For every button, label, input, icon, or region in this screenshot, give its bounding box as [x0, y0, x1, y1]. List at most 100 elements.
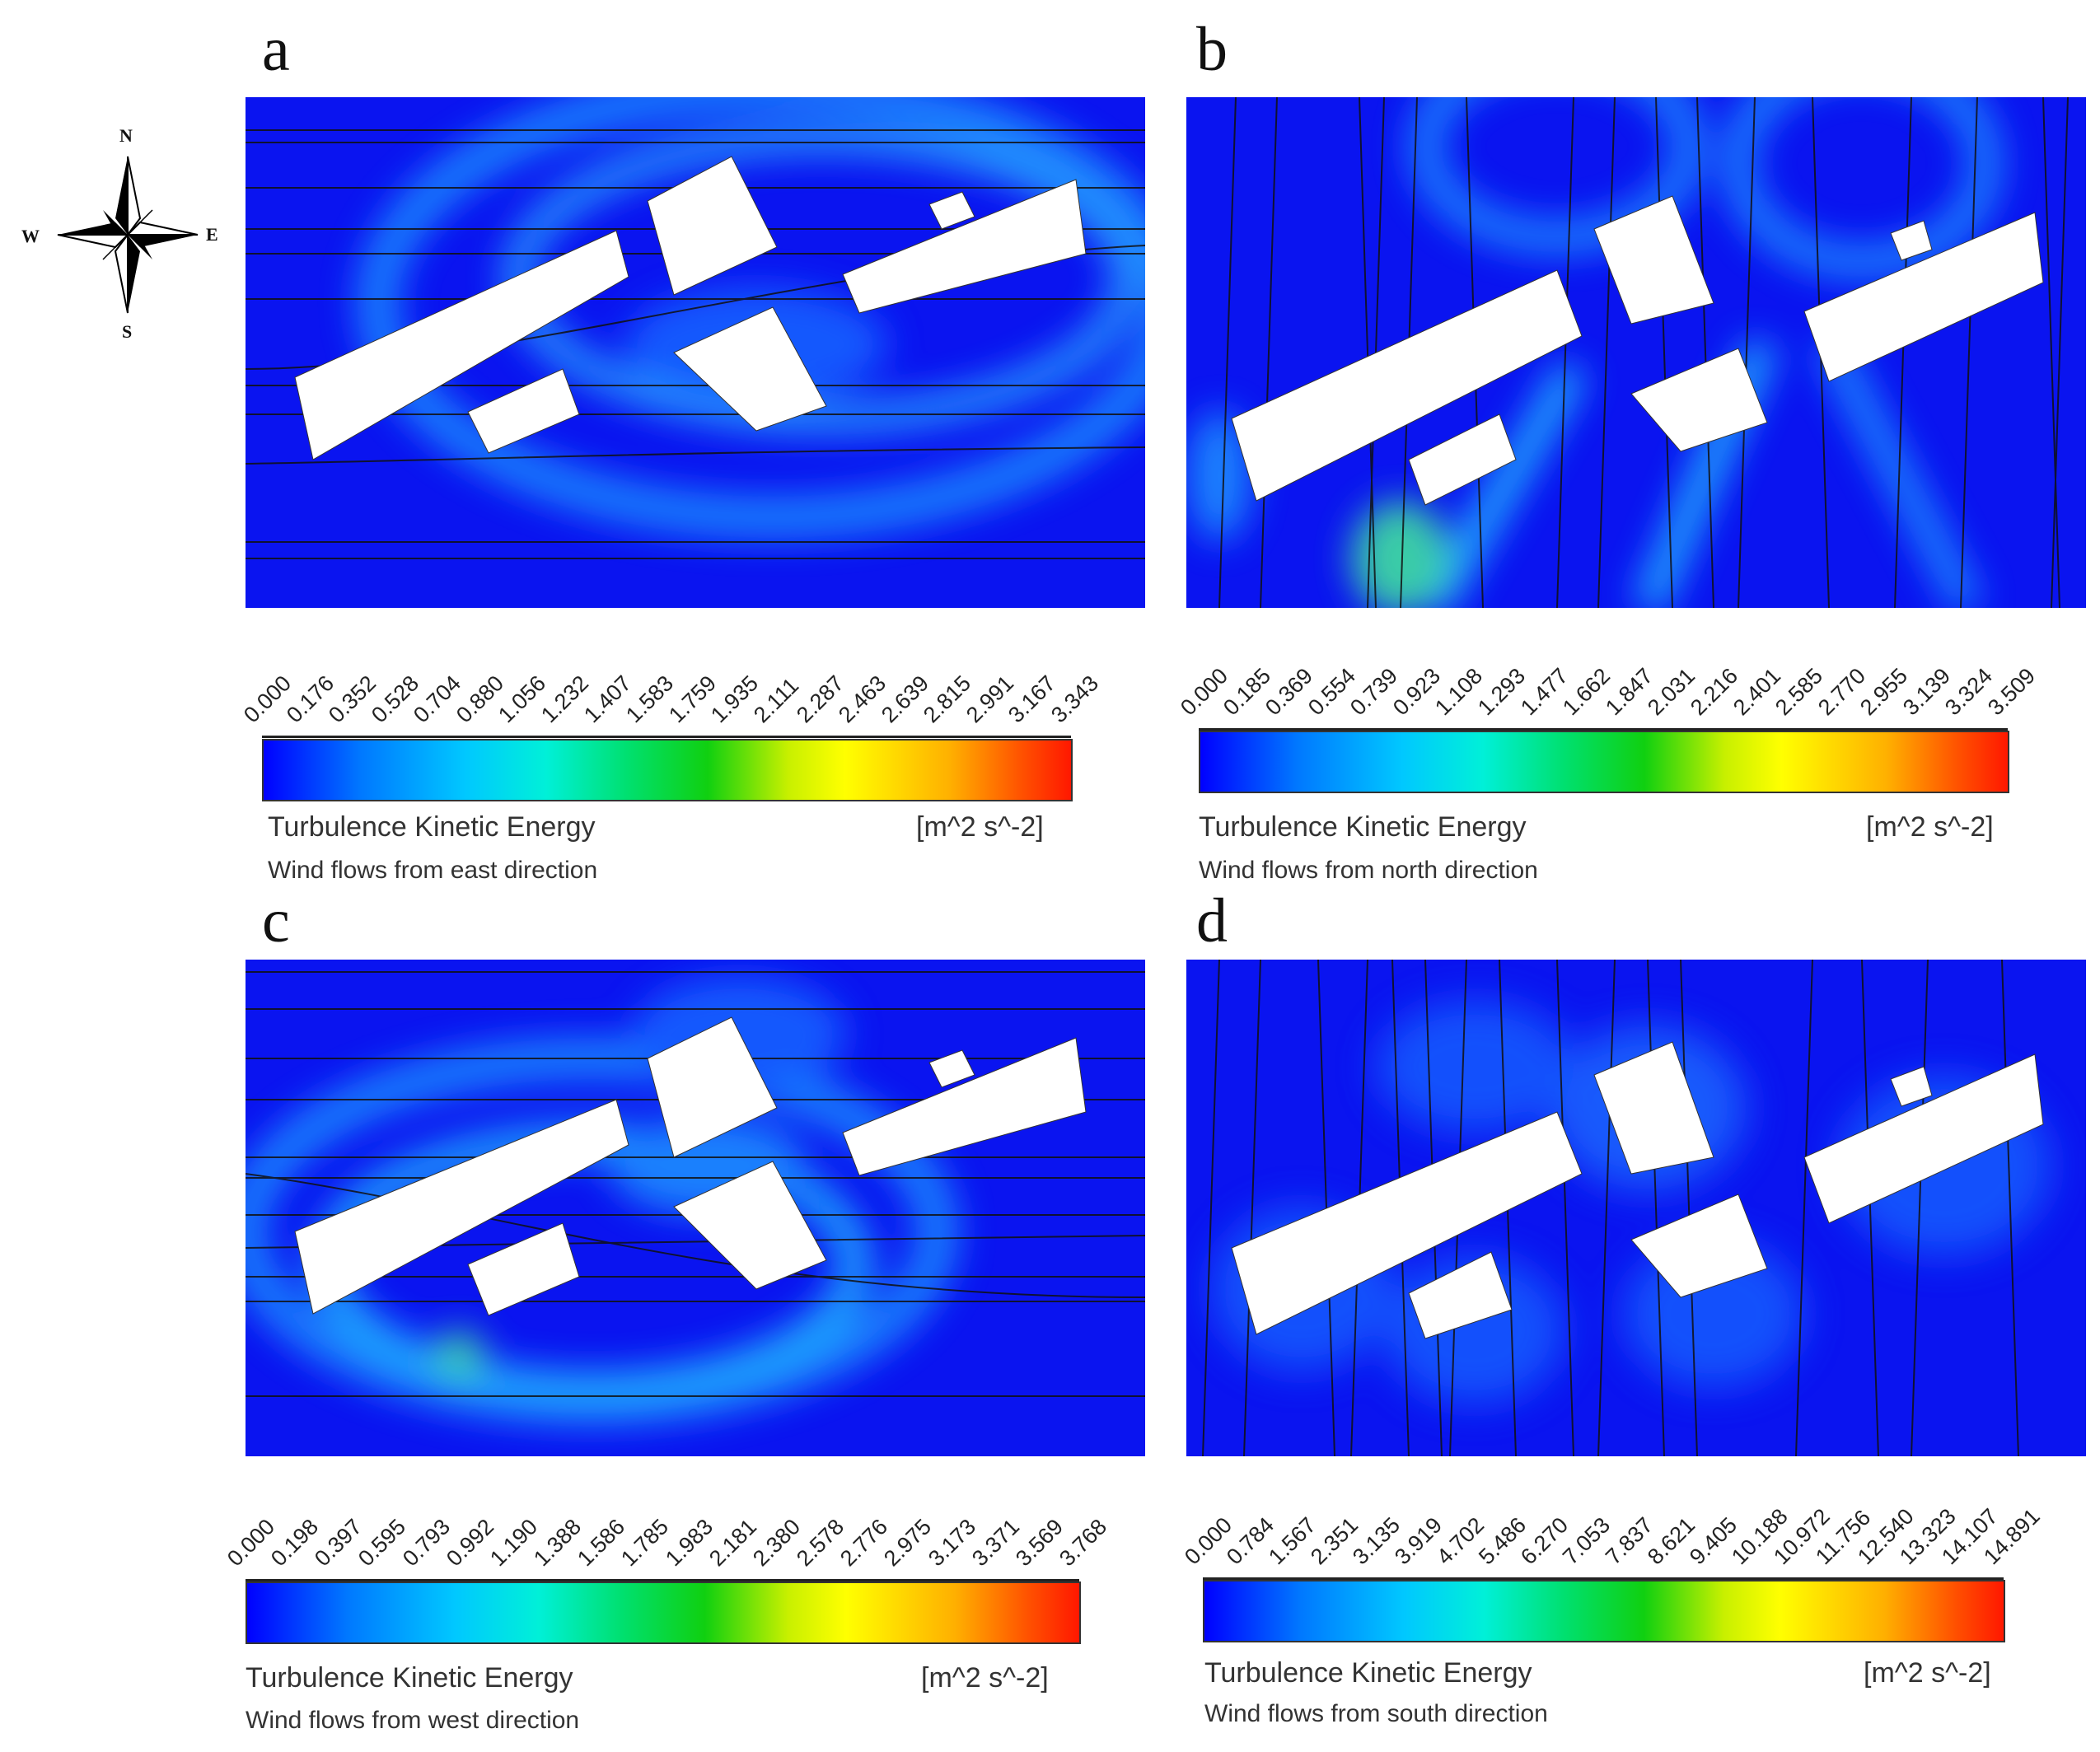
colorbar-b-tick-label: 0.739	[1345, 663, 1403, 721]
colorbar-b-tick-label: 2.585	[1770, 663, 1828, 721]
colorbar-c-tick-label: 1.388	[529, 1514, 587, 1572]
colorbar-c-tick-label: 2.181	[704, 1514, 761, 1572]
colorbar-a-tick-label: 1.232	[536, 670, 594, 728]
colorbar-c-tick-label: 1.785	[616, 1514, 674, 1572]
colorbar-a-tick-label: 1.583	[621, 670, 679, 728]
panel-a-letter: a	[262, 15, 290, 84]
colorbar-b-tick-label: 1.662	[1558, 663, 1616, 721]
colorbar-c-tick-label: 0.992	[441, 1514, 498, 1572]
colorbar-d-caption: Wind flows from south direction	[1204, 1700, 1548, 1727]
colorbar-a-tick-label: 0.528	[366, 670, 423, 728]
colorbar-b-tick-label: 0.000	[1176, 663, 1233, 721]
compass-rose-icon	[57, 156, 199, 314]
colorbar-a-axis	[262, 736, 1071, 738]
colorbar-b-tick-label: 0.369	[1260, 663, 1318, 721]
colorbar-d-tick-label: 5.486	[1474, 1512, 1532, 1570]
compass-west-label: W	[21, 226, 40, 246]
colorbar-d-title: Turbulence Kinetic Energy	[1204, 1657, 1532, 1689]
compass-south-label: S	[122, 321, 133, 342]
colorbar-b-tick-label: 1.293	[1473, 663, 1531, 721]
colorbar-a-tick-label: 1.935	[706, 670, 764, 728]
colorbar-d-tick-label: 0.784	[1222, 1512, 1279, 1570]
colorbar-b-tick-label: 2.216	[1686, 663, 1743, 721]
colorbar-c-tick-label: 2.975	[879, 1514, 937, 1572]
colorbar-d-tick-label: 3.919	[1390, 1512, 1448, 1570]
colorbar-c-caption: Wind flows from west direction	[246, 1707, 580, 1734]
colorbar-c-tick-label: 1.983	[660, 1514, 718, 1572]
colorbar-a-tick-label: 0.880	[451, 670, 508, 728]
colorbar-b-axis	[1199, 728, 2008, 731]
colorbar-c-tick-label: 3.768	[1055, 1514, 1112, 1572]
colorbar-b-tick-label: 1.108	[1430, 663, 1488, 721]
colorbar-a-caption: Wind flows from east direction	[268, 857, 598, 884]
colorbar-a-title: Turbulence Kinetic Energy	[268, 811, 596, 843]
colorbar-a-unit: [m^2 s^-2]	[916, 811, 1044, 843]
colorbar-c-gradient	[246, 1581, 1081, 1644]
colorbar-c-tick-label: 2.776	[835, 1514, 893, 1572]
colorbar-d-tick-label: 4.702	[1432, 1512, 1490, 1570]
colorbar-b-tick-label: 3.509	[1983, 663, 2041, 721]
colorbar-d-tick-label: 7.837	[1600, 1512, 1658, 1570]
colorbar-b-tick-label: 2.770	[1812, 663, 1870, 721]
colorbar-c-tick-label: 0.595	[353, 1514, 411, 1572]
colorbar-d-axis	[1203, 1577, 2004, 1580]
colorbar-c-tick-label: 2.578	[792, 1514, 849, 1572]
panel-b-letter: b	[1196, 15, 1228, 84]
colorbar-a-tick-label: 2.815	[919, 670, 976, 728]
colorbar-a-tick-label: 3.167	[1003, 670, 1061, 728]
colorbar-b-tick-label: 1.847	[1600, 663, 1658, 721]
colorbar-d-tick-label: 0.000	[1180, 1512, 1237, 1570]
colorbar-a-gradient	[262, 739, 1073, 801]
colorbar-c-tick-label: 3.569	[1010, 1514, 1068, 1572]
colorbar-a-tick-label: 0.176	[281, 670, 339, 728]
colorbar-c-title: Turbulence Kinetic Energy	[246, 1662, 573, 1694]
colorbar-d-unit: [m^2 s^-2]	[1864, 1657, 1991, 1689]
colorbar-b-tick-label: 1.477	[1515, 663, 1573, 721]
colorbar-d-tick-label: 3.135	[1348, 1512, 1405, 1570]
colorbar-a-tick-label: 2.463	[834, 670, 891, 728]
colorbar-a-tick-label: 2.639	[876, 670, 933, 728]
colorbar-b-caption: Wind flows from north direction	[1199, 857, 1538, 884]
compass-east-label: E	[206, 224, 218, 245]
colorbar-a-tick-label: 0.000	[239, 670, 297, 728]
colorbar-c-tick-label: 0.000	[222, 1514, 280, 1572]
colorbar-a-tick-label: 2.287	[791, 670, 849, 728]
colorbar-b-title: Turbulence Kinetic Energy	[1199, 811, 1527, 843]
colorbar-a-tick-label: 0.704	[409, 670, 466, 728]
colorbar-b-tick-label: 2.955	[1855, 663, 1913, 721]
colorbar-c-tick-label: 2.380	[747, 1514, 805, 1572]
colorbar-a-tick-label: 1.759	[663, 670, 721, 728]
colorbar-c-tick-label: 0.793	[397, 1514, 455, 1572]
panel-c-letter: c	[262, 886, 290, 955]
colorbar-c-unit: [m^2 s^-2]	[921, 1662, 1049, 1694]
colorbar-c-tick-label: 1.586	[573, 1514, 630, 1572]
compass-north-label: N	[119, 125, 133, 146]
colorbar-b-tick-label: 0.923	[1387, 663, 1445, 721]
colorbar-c-tick-label: 1.190	[485, 1514, 543, 1572]
plot-b-tke-field	[1186, 97, 2086, 608]
colorbar-d-gradient	[1203, 1580, 2005, 1642]
colorbar-a-tick-label: 1.407	[578, 670, 636, 728]
colorbar-d-tick-label: 1.567	[1264, 1512, 1321, 1570]
plot-d-tke-field	[1186, 960, 2086, 1456]
colorbar-b-tick-label: 0.554	[1303, 663, 1360, 721]
colorbar-c-tick-label: 0.198	[266, 1514, 324, 1572]
colorbar-b-tick-label: 2.031	[1643, 663, 1700, 721]
colorbar-a-tick-label: 2.111	[749, 673, 804, 728]
colorbar-a-tick-label: 3.343	[1046, 670, 1104, 728]
colorbar-d-tick-label: 9.405	[1684, 1512, 1742, 1570]
compass: N S E W	[8, 124, 222, 346]
colorbar-d-tick-label: 7.053	[1558, 1512, 1616, 1570]
colorbar-c-axis	[246, 1579, 1079, 1581]
plot-a-tke-field	[246, 97, 1145, 608]
colorbar-d-tick-label: 2.351	[1306, 1512, 1363, 1570]
panel-d-letter: d	[1196, 886, 1228, 955]
colorbar-b-unit: [m^2 s^-2]	[1866, 811, 1994, 843]
colorbar-c-tick-label: 0.397	[310, 1514, 367, 1572]
plot-c-tke-field	[246, 960, 1145, 1456]
colorbar-b-gradient	[1199, 731, 2009, 793]
colorbar-a-tick-label: 1.056	[493, 670, 551, 728]
colorbar-c-tick-label: 3.371	[966, 1514, 1024, 1572]
colorbar-d-tick-label: 8.621	[1642, 1512, 1700, 1570]
colorbar-b-tick-label: 0.185	[1218, 663, 1275, 721]
